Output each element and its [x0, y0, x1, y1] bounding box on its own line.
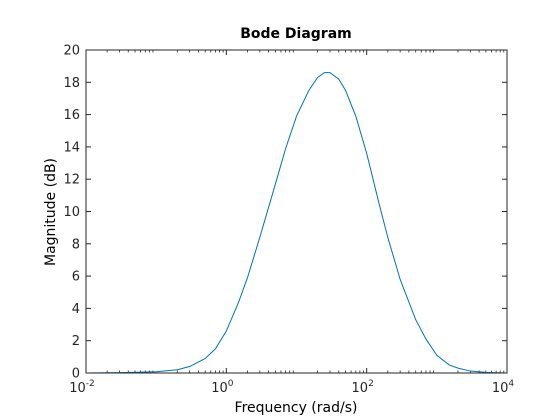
x-tick-label: 102: [352, 379, 374, 396]
y-tick-label: 2: [72, 334, 80, 349]
plot-area: [86, 50, 507, 373]
y-tick-label: 12: [63, 173, 80, 188]
y-tick-label: 6: [72, 270, 80, 285]
y-axis-title: Magnitude (dB): [43, 158, 59, 266]
x-tick-label: 104: [492, 379, 515, 396]
y-tick-label: 4: [72, 302, 80, 317]
y-tick-label: 14: [63, 140, 80, 155]
x-tick-label: 100: [211, 379, 234, 396]
y-tick-label: 0: [72, 367, 80, 382]
x-tick-label: 10-2: [69, 379, 95, 396]
y-tick-label: 16: [63, 108, 80, 123]
y-tick-label: 8: [72, 237, 80, 252]
axes-box: [85, 49, 508, 374]
y-tick-label: 10: [63, 205, 80, 220]
x-axis-title: Frequency (rad/s): [235, 400, 358, 416]
magnitude-series-line: [85, 72, 508, 374]
y-tick-label: 20: [63, 44, 80, 59]
y-tick-labels: 0 2 4 6 8 10 12 14 16 18 20: [63, 44, 80, 382]
x-tick-labels: 10-2 100 102 104: [69, 379, 514, 396]
chart-title: Bode Diagram: [240, 26, 352, 42]
y-tick-label: 18: [63, 76, 80, 91]
